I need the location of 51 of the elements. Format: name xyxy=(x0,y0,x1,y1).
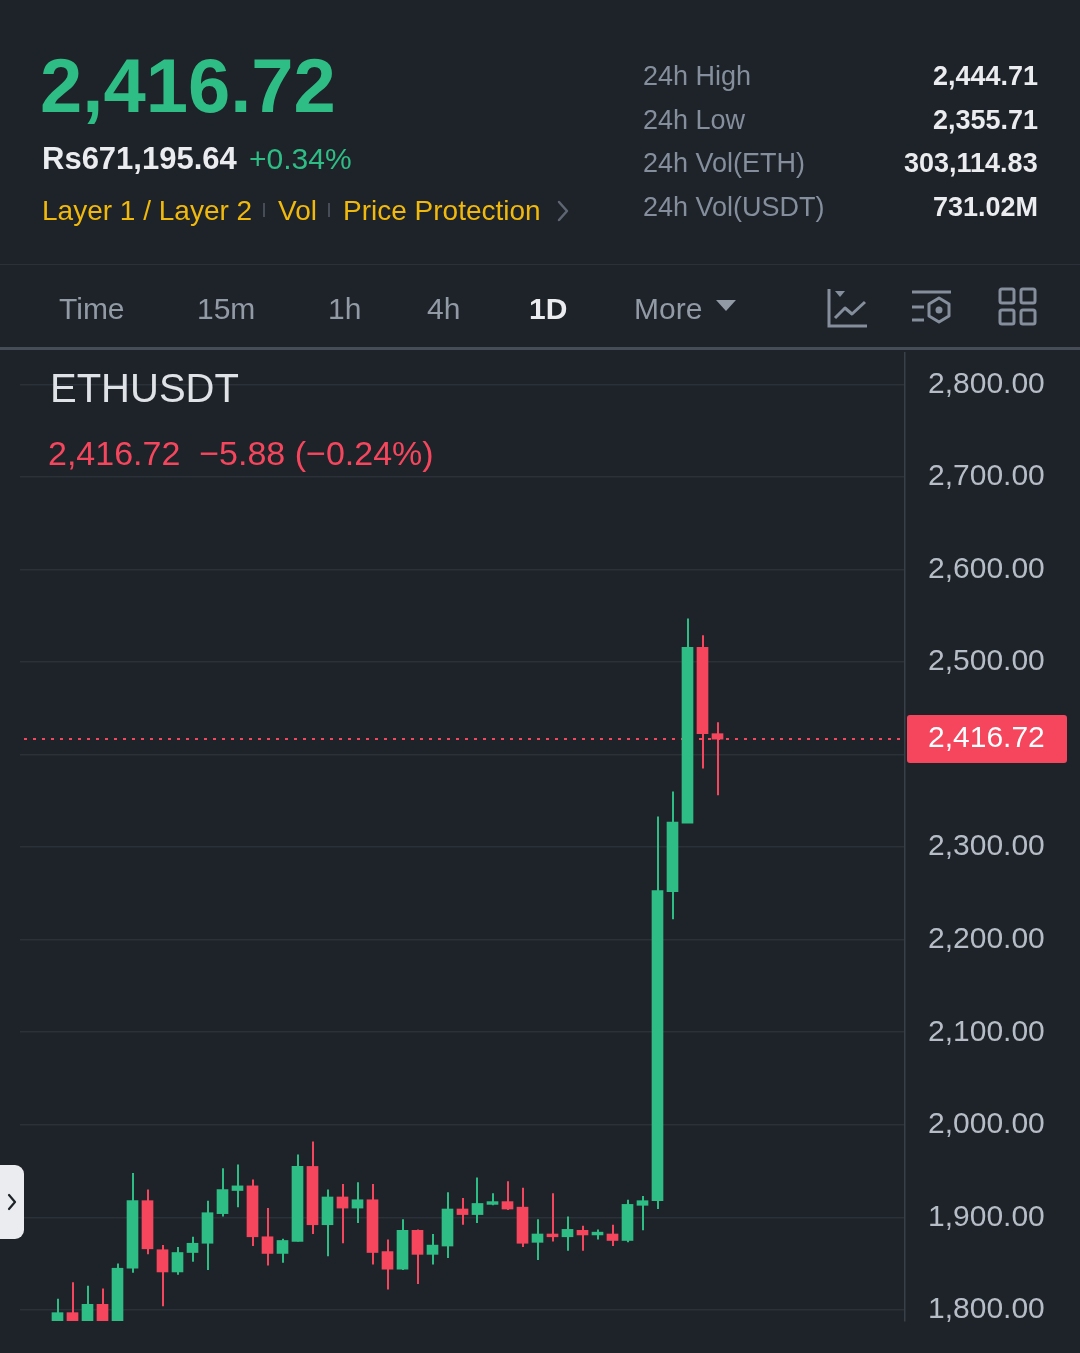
y-tick-label: 2,100.00 xyxy=(928,1013,1045,1047)
candlestick xyxy=(351,1181,364,1224)
candlestick xyxy=(186,1235,199,1263)
y-tick-label: 2,300.00 xyxy=(928,828,1045,862)
candlestick xyxy=(81,1284,94,1322)
text: 24h Low xyxy=(643,105,746,135)
chart-title: ETHUSDT xyxy=(50,366,239,410)
text: 24h High xyxy=(643,61,752,91)
y-tick-label: 2,800.00 xyxy=(928,365,1045,399)
text: 24h Vol(ETH) xyxy=(643,148,806,178)
candlestick xyxy=(276,1237,289,1264)
candlestick xyxy=(171,1245,184,1276)
y-tick-label: 1,900.00 xyxy=(928,1198,1045,1232)
y-tick-label: 2,700.00 xyxy=(928,458,1045,492)
text: 1h xyxy=(328,292,362,325)
y-tick-label: 2,200.00 xyxy=(928,920,1045,954)
text: Price Protection xyxy=(343,195,541,226)
text: Time xyxy=(59,292,125,325)
text: 2,355.71 xyxy=(933,105,1039,135)
text: 731.02M xyxy=(933,192,1039,222)
candlestick xyxy=(531,1218,544,1261)
text: 303,114.83 xyxy=(904,148,1038,178)
candlestick xyxy=(426,1233,439,1266)
candlestick xyxy=(66,1281,79,1322)
candlestick xyxy=(96,1287,109,1322)
y-tick-label: 2,000.00 xyxy=(928,1106,1045,1140)
text: 24h Vol(USDT) xyxy=(643,192,825,222)
candlestick xyxy=(471,1176,484,1224)
text: Vol xyxy=(278,195,317,226)
candlestick xyxy=(636,1195,649,1232)
text: +0.34% xyxy=(249,142,352,175)
y-tick-label: 2,600.00 xyxy=(928,550,1045,584)
candlestick xyxy=(381,1238,394,1291)
candlestick xyxy=(606,1223,619,1248)
text: 4h xyxy=(427,292,461,325)
candlestick xyxy=(561,1215,574,1252)
candlestick xyxy=(501,1180,514,1211)
text: 1D xyxy=(529,292,568,325)
text: Rs671,195.64 xyxy=(42,141,237,176)
text: Layer 1 / Layer 2 xyxy=(42,195,253,226)
text: 2,416.72 −5.88 (−0.24%) xyxy=(48,434,434,472)
text: 2,416.72 xyxy=(40,43,336,128)
candlestick xyxy=(456,1196,469,1226)
text: 2,444.71 xyxy=(933,61,1039,91)
candlestick xyxy=(156,1244,169,1308)
ref-line-label: 2,416.72 xyxy=(928,720,1045,754)
text: 15m xyxy=(197,292,256,325)
text: More xyxy=(634,292,703,325)
candlestick xyxy=(261,1207,274,1267)
y-tick-label: 2,500.00 xyxy=(928,643,1045,677)
y-tick-label: 1,800.00 xyxy=(928,1291,1045,1325)
